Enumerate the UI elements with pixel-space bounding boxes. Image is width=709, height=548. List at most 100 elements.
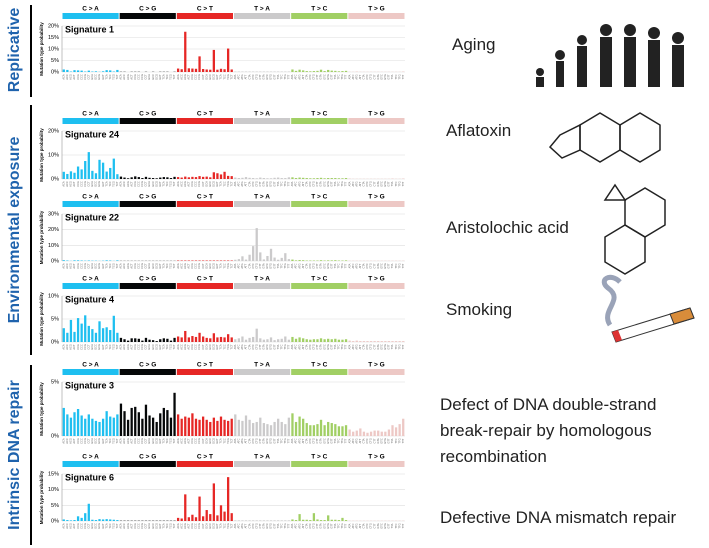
x-tick-label: GCC [208, 181, 212, 187]
bar [91, 519, 94, 521]
x-tick-label: TCG [226, 523, 230, 528]
x-tick-label: GTT [272, 74, 276, 80]
bar [187, 417, 190, 436]
x-tick-label: TTG [340, 438, 344, 443]
x-tick-label: CTG [312, 74, 316, 79]
x-tick-label: ATC [351, 74, 355, 79]
bar [244, 177, 248, 179]
bar [294, 260, 298, 261]
bar [294, 178, 298, 179]
mutation-band [291, 461, 348, 467]
x-tick-label: CCT [86, 438, 90, 444]
x-tick-label: GCC [94, 438, 98, 444]
x-tick-label: CCG [83, 263, 87, 269]
bar [101, 71, 105, 72]
bar [144, 337, 148, 342]
x-tick-label: TTG [397, 523, 401, 528]
x-tick-label: TCA [104, 344, 108, 349]
x-tick-label: CCA [190, 263, 194, 269]
bar [173, 176, 176, 179]
x-tick-label: TTA [333, 344, 337, 349]
bar [237, 178, 241, 179]
x-tick-label: CCT [201, 344, 205, 350]
bar [327, 69, 330, 72]
bar [141, 418, 144, 436]
x-tick-label: TTA [276, 74, 280, 79]
bar [280, 520, 283, 521]
mutation-band [62, 118, 119, 124]
x-tick-label: ACC [65, 181, 69, 187]
bar [294, 70, 298, 72]
x-tick-label: ATG [240, 181, 244, 186]
x-tick-label: ATA [290, 74, 294, 79]
x-tick-label: TTA [390, 523, 394, 528]
bar [191, 68, 194, 72]
bar [234, 414, 237, 436]
bar [205, 176, 208, 179]
x-tick-label: GCG [97, 263, 101, 269]
x-tick-label: TTG [283, 438, 287, 443]
x-tick-label: CTA [304, 523, 308, 528]
bar [298, 416, 301, 436]
bar [209, 338, 212, 342]
x-tick-label: ACG [126, 74, 130, 80]
x-tick-label: ATA [290, 523, 294, 528]
x-tick-label: ACT [187, 438, 191, 444]
bar [80, 323, 83, 342]
mutation-label: T > A [254, 194, 270, 201]
x-tick-label: ATT [244, 263, 248, 268]
bar [302, 338, 305, 342]
y-tick-label: 0% [51, 258, 59, 264]
mutation-label: T > C [311, 194, 327, 201]
x-tick-label: TCT [115, 181, 119, 186]
x-tick-label: CCG [83, 74, 87, 80]
mutation-label: C > G [139, 276, 156, 283]
x-tick-label: GCT [215, 344, 219, 350]
x-tick-label: GCC [94, 263, 98, 269]
bar [280, 421, 283, 436]
x-tick-label: GTA [262, 181, 266, 186]
x-tick-label: TCT [172, 181, 176, 186]
x-tick-label: GTT [329, 74, 333, 80]
x-tick-label: GTA [262, 263, 266, 268]
x-tick-label: TCT [172, 523, 176, 528]
mutation-label: C > T [197, 6, 213, 13]
bar [259, 520, 262, 521]
x-tick-label: GTT [272, 523, 276, 529]
bar [291, 413, 294, 436]
bar [116, 414, 119, 436]
x-tick-label: CCG [140, 344, 144, 350]
x-tick-label: TCT [115, 74, 119, 79]
x-tick-label: TTG [397, 438, 401, 443]
y-axis-label: Mutation type probability [39, 292, 44, 346]
bar [316, 519, 319, 521]
bar [291, 336, 294, 342]
bar [73, 412, 76, 436]
bar [84, 315, 87, 342]
x-tick-label: GCC [208, 523, 212, 529]
x-tick-label: TCG [226, 344, 230, 349]
bar [230, 513, 233, 521]
mutation-label: C > G [139, 6, 156, 13]
x-tick-label: GCG [154, 523, 158, 529]
bar [69, 171, 73, 179]
group-label: Environmental exposure [6, 137, 23, 324]
x-tick-label: GTT [387, 523, 391, 529]
x-tick-label: ACT [72, 523, 76, 529]
y-tick-label: 10% [48, 46, 59, 52]
bar [116, 69, 119, 72]
bar [166, 338, 169, 342]
x-tick-label: ACA [176, 74, 180, 80]
x-tick-label: ATT [244, 523, 248, 528]
x-tick-label: ATT [301, 438, 305, 443]
bar [334, 178, 337, 179]
x-tick-label: TCG [169, 523, 173, 528]
bar [119, 403, 123, 436]
x-tick-label: ACT [129, 344, 133, 350]
x-tick-label: CCC [194, 523, 198, 529]
bar [237, 338, 241, 342]
x-tick-label: GTA [262, 74, 266, 79]
bar [273, 177, 276, 179]
x-tick-label: CCA [190, 181, 194, 187]
bar [105, 70, 108, 72]
